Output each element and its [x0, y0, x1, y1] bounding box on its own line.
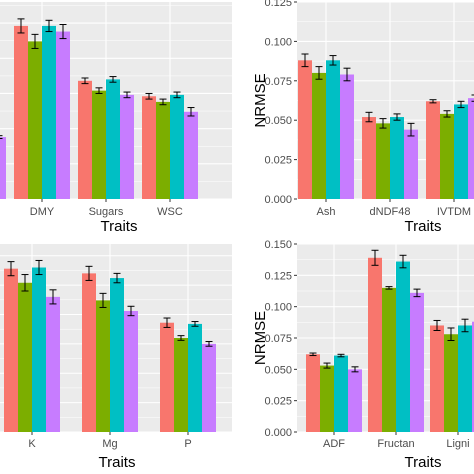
- y-tick-label: 0.050: [264, 115, 292, 127]
- y-tick-label: 0.050: [264, 364, 292, 376]
- bar-P-series-4: [202, 343, 216, 432]
- bar-Sugars-series-4: [120, 94, 134, 199]
- bar-dNDF48-series-2: [376, 123, 390, 199]
- bar-IVTDM-series-2: [440, 113, 454, 199]
- bar-P-series-3: [188, 323, 202, 432]
- bar-Ash-series-1: [298, 60, 312, 199]
- x-tick-label: DMY: [30, 206, 55, 218]
- y-tick-label: 0.100: [264, 36, 292, 48]
- bar-Mg-series-4: [124, 310, 138, 432]
- y-axis-title: NRMSE: [252, 73, 269, 127]
- bar-Fructan-series-3: [396, 261, 410, 432]
- chart-panel-top-right: 0.000 0.025 0.050 0.075 0.100 0.125 Ash dNDF48 I…: [252, 0, 474, 235]
- bar-dNDF48-series-3: [390, 117, 404, 199]
- bar-K-series-3: [32, 267, 46, 432]
- x-tick-label: WSC: [157, 206, 183, 218]
- chart-panel-bottom-left: K Mg P Traits: [0, 244, 232, 471]
- bar-DMY-series-3: [42, 25, 56, 199]
- x-axis-title: Traits: [99, 454, 136, 471]
- bar-dNDF48-series-1: [362, 117, 376, 199]
- bar-ADF-series-2: [320, 365, 334, 432]
- bar-Sugars-series-3: [106, 79, 120, 199]
- bar-Ligni-series-2: [444, 334, 458, 432]
- bar-WSC-series-3: [170, 94, 184, 199]
- bar-Fructan-series-1: [368, 257, 382, 432]
- bar-Ash-series-4: [340, 74, 354, 199]
- y-tick-label: 0.025: [264, 155, 292, 167]
- bar-K-series-1: [4, 268, 18, 432]
- chart-panel-top-left: oteinDMYSugarsWSCTraits: [0, 2, 232, 235]
- y-tick-label: 0.000: [264, 427, 292, 439]
- y-tick-label: 0.100: [264, 302, 292, 314]
- y-axis-title: NRMSE: [252, 311, 269, 365]
- x-axis-title: Traits: [405, 454, 442, 471]
- bar-ADF-series-4: [348, 369, 362, 432]
- bar-Mg-series-1: [82, 273, 96, 432]
- bar-Fructan-series-2: [382, 287, 396, 432]
- bar-K-series-2: [18, 282, 32, 432]
- bar-Sugars-series-1: [78, 80, 92, 199]
- x-tick-label: ADF: [323, 438, 345, 450]
- plot-area: [297, 2, 474, 199]
- bar-Sugars-series-2: [92, 90, 106, 199]
- bar-IVTDM-series-3: [454, 104, 468, 199]
- bar-DMY-series-4: [56, 31, 70, 199]
- bar-Ligni-series-4: [472, 321, 474, 432]
- bar-Ash-series-2: [312, 72, 326, 199]
- bar-Mg-series-2: [96, 300, 110, 432]
- y-tick-label: 0.000: [264, 194, 292, 206]
- y-tick-label: 0.025: [264, 396, 292, 408]
- bar-WSC-series-2: [156, 101, 170, 199]
- y-tick-label: 0.075: [264, 333, 292, 345]
- bar-K-series-4: [46, 296, 60, 432]
- bar-Ligni-series-3: [458, 325, 472, 432]
- bar-ADF-series-3: [334, 355, 348, 432]
- bar-IVTDM-series-1: [426, 101, 440, 199]
- bar-ADF-series-1: [306, 354, 320, 432]
- x-axis-title: Traits: [101, 218, 138, 235]
- chart-panel-bottom-right: 0.000 0.025 0.050 0.075 0.100 0.125 0.150 ADF Fr…: [252, 239, 474, 471]
- bar-DMY-series-2: [28, 41, 42, 199]
- bar-Ash-series-3: [326, 60, 340, 199]
- x-tick-label: P: [184, 438, 191, 450]
- bar-P-series-1: [160, 322, 174, 432]
- x-tick-label: K: [28, 438, 36, 450]
- bar-otein-series-4: [0, 137, 6, 199]
- x-tick-label: IVTDM: [437, 206, 471, 218]
- y-tick-label: 0.075: [264, 76, 292, 88]
- x-tick-label: Fructan: [377, 438, 414, 450]
- bar-WSC-series-1: [142, 96, 156, 199]
- plot-area: [0, 244, 232, 432]
- plot-area: [297, 244, 474, 432]
- x-axis-title: Traits: [405, 218, 442, 235]
- x-tick-label: Ligni: [446, 438, 469, 450]
- bar-dNDF48-series-4: [404, 129, 418, 199]
- y-tick-label: 0.125: [264, 0, 292, 9]
- y-tick-label: 0.125: [264, 270, 292, 282]
- bar-IVTDM-series-4: [468, 98, 474, 199]
- x-tick-label: Sugars: [89, 206, 124, 218]
- bar-WSC-series-4: [184, 111, 198, 199]
- plot-area: [0, 2, 232, 199]
- bar-Ligni-series-1: [430, 325, 444, 432]
- x-tick-label: Mg: [102, 438, 117, 450]
- y-tick-label: 0.150: [264, 239, 292, 251]
- bar-P-series-2: [174, 338, 188, 432]
- x-tick-label: Ash: [317, 206, 336, 218]
- bar-Mg-series-3: [110, 278, 124, 432]
- x-tick-label: dNDF48: [370, 206, 411, 218]
- bar-Fructan-series-4: [410, 292, 424, 432]
- bar-DMY-series-1: [14, 25, 28, 199]
